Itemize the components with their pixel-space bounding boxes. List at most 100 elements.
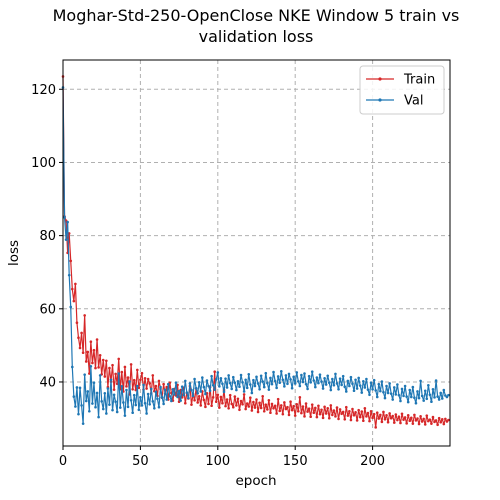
val-data-point xyxy=(112,393,116,397)
train-data-point xyxy=(132,378,136,382)
val-data-point xyxy=(368,393,371,397)
train-data-point xyxy=(117,357,121,361)
val-data-point xyxy=(197,381,201,384)
val-data-point xyxy=(386,391,390,395)
val-data-point xyxy=(191,394,195,398)
train-data-point xyxy=(231,405,235,409)
val-data-point xyxy=(252,378,255,382)
train-data-point xyxy=(83,314,86,317)
train-data-point xyxy=(343,417,347,421)
val-data-point xyxy=(221,382,224,386)
val-data-point xyxy=(94,405,97,409)
train-data-point xyxy=(219,395,223,399)
val-data-point xyxy=(211,383,215,387)
train-data-point xyxy=(202,398,206,402)
val-data-point xyxy=(222,390,226,394)
train-data-point xyxy=(369,409,373,413)
grid-lines xyxy=(62,60,450,446)
train-data-point xyxy=(197,394,201,398)
legend-train-marker xyxy=(378,77,382,81)
val-data-point xyxy=(335,382,339,385)
train-data-point xyxy=(295,402,299,406)
val-data-point xyxy=(266,381,269,385)
train-data-point xyxy=(137,386,141,390)
val-data-point xyxy=(400,387,404,391)
train-data-point xyxy=(413,413,416,417)
val-data-point xyxy=(326,374,330,378)
val-data-point xyxy=(101,407,105,411)
train-data-point xyxy=(363,407,367,410)
val-data-point xyxy=(317,381,320,385)
val-data-point xyxy=(380,380,384,383)
val-data-point xyxy=(244,378,247,382)
val-data-point xyxy=(143,401,147,405)
train-data-point xyxy=(123,365,127,369)
train-data-point xyxy=(204,405,207,409)
train-data-point xyxy=(276,397,280,401)
val-data-point xyxy=(341,374,345,378)
train-data-point xyxy=(98,353,102,357)
train-data-point xyxy=(94,366,97,370)
val-data-point xyxy=(131,411,134,415)
train-data-point xyxy=(323,405,326,409)
val-data-point xyxy=(329,388,333,392)
train-data-point xyxy=(266,408,269,411)
val-data-point xyxy=(301,380,305,384)
val-data-point xyxy=(366,388,370,391)
train-data-point xyxy=(114,372,117,376)
val-data-point xyxy=(272,370,275,374)
val-data-point xyxy=(344,390,348,393)
train-data-point xyxy=(129,363,133,366)
val-data-point xyxy=(354,378,357,382)
train-data-point xyxy=(126,376,130,379)
train-data-point xyxy=(70,287,74,291)
val-data-point xyxy=(227,374,230,377)
train-data-point xyxy=(411,422,415,425)
train-data-point xyxy=(394,413,398,416)
train-data-point xyxy=(75,321,79,325)
val-data-point xyxy=(411,385,415,389)
train-data-point xyxy=(183,401,187,405)
train-data-point xyxy=(146,377,150,381)
val-data-point xyxy=(126,405,130,409)
train-data-point xyxy=(315,415,319,419)
train-data-point xyxy=(253,406,257,409)
val-data-point xyxy=(236,379,240,383)
val-data-point xyxy=(81,422,85,425)
train-data-point xyxy=(269,411,272,415)
y-tick-label: 120 xyxy=(31,83,56,98)
train-data-point xyxy=(216,393,220,397)
train-data-point xyxy=(344,405,348,409)
train-data-point xyxy=(358,415,362,419)
train-data-point xyxy=(410,416,413,420)
val-data-point xyxy=(318,373,322,376)
val-data-point xyxy=(118,406,122,409)
val-data-point xyxy=(269,376,272,380)
val-data-point xyxy=(253,384,257,388)
train-data-point xyxy=(396,418,399,422)
val-data-point xyxy=(306,387,309,391)
val-data-point xyxy=(399,399,402,403)
val-data-point xyxy=(176,395,179,399)
train-data-point xyxy=(125,385,128,388)
train-data-point xyxy=(244,407,247,411)
train-data-point xyxy=(224,404,227,408)
val-data-point xyxy=(207,384,210,388)
train-data-point xyxy=(279,404,283,407)
train-data-point xyxy=(151,374,155,377)
train-data-point xyxy=(349,418,353,422)
val-data-point xyxy=(258,387,261,391)
val-data-point xyxy=(145,412,148,415)
train-data-point xyxy=(148,382,151,385)
train-data-point xyxy=(162,382,165,386)
x-tick-label: 200 xyxy=(360,454,385,469)
val-data-point xyxy=(259,374,263,378)
train-data-point xyxy=(154,384,158,388)
val-data-point xyxy=(261,380,264,383)
train-data-point xyxy=(103,375,107,378)
train-data-point xyxy=(437,416,441,420)
train-data-point xyxy=(298,396,302,399)
val-data-point xyxy=(371,387,374,391)
val-data-point xyxy=(100,400,103,403)
